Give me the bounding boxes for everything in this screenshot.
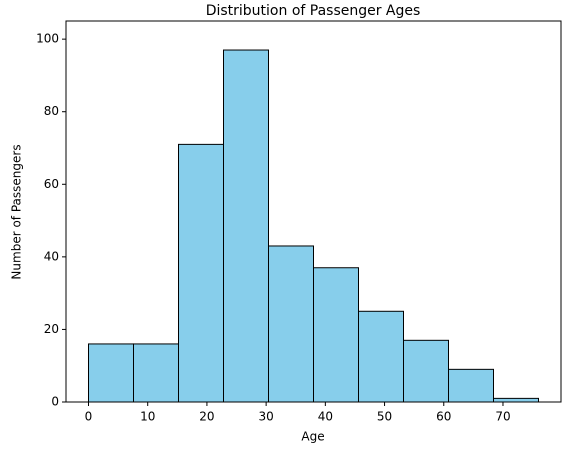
x-tick-label: 50 [377,410,392,424]
x-tick-label: 60 [436,410,451,424]
plot-frame [65,20,562,403]
y-tick-label: 40 [44,249,59,263]
chart-title: Distribution of Passenger Ages [206,3,421,19]
bar [358,310,404,403]
x-tick-label: 10 [140,410,155,424]
y-tick-label: 0 [51,395,59,409]
y-axis-label: Number of Passengers [10,144,24,279]
x-tick-label: 30 [258,410,273,424]
bar [178,143,224,403]
x-tick-label: 40 [318,410,333,424]
bar [403,339,449,403]
bar [268,245,314,403]
y-tick-label: 60 [44,177,59,191]
bar [223,49,269,403]
y-tick-label: 20 [44,322,59,336]
bar [313,267,359,403]
bar [133,343,179,403]
x-tick-label: 70 [495,410,510,424]
x-tick-label: 0 [85,410,93,424]
bar [88,343,134,403]
y-tick-label: 100 [36,32,59,46]
y-tick-label: 80 [44,104,59,118]
bar [493,397,539,403]
x-axis-label: Age [301,430,324,444]
bar [448,368,494,403]
x-tick-label: 20 [199,410,214,424]
